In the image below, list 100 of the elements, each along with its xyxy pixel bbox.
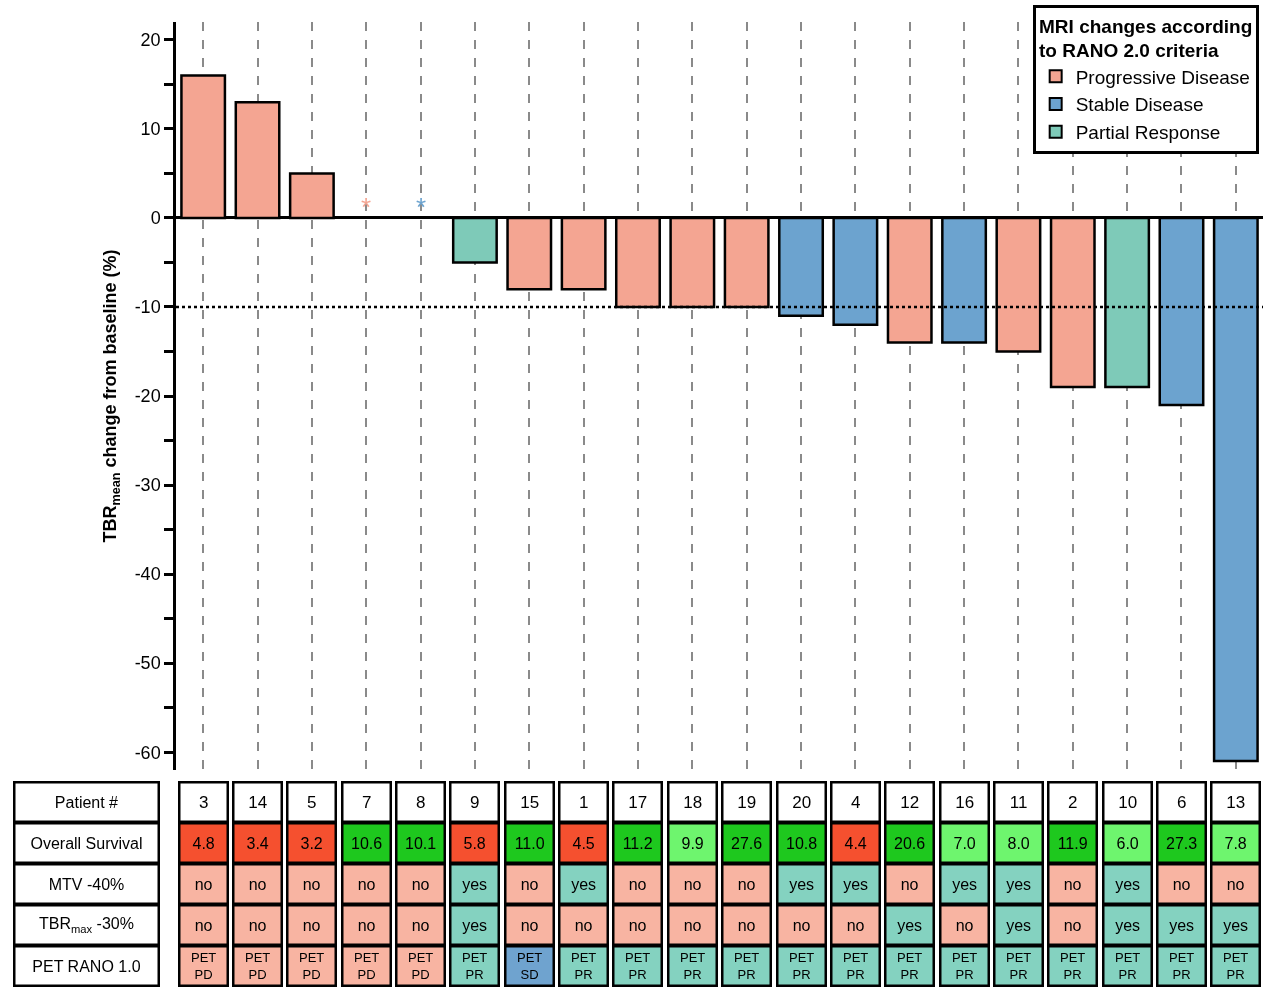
x-tick-label: 15 (520, 792, 540, 812)
text: PET PR (1169, 950, 1195, 982)
y-tick-label: PET RANO 1.0 (32, 957, 141, 975)
x-tick-label: 6 (1176, 792, 1187, 812)
text: no (683, 916, 702, 934)
y-tick-label: -40 (134, 564, 161, 585)
text: yes (1006, 916, 1032, 934)
data-label: 27.6 (731, 834, 763, 852)
x-tick-label: 18 (683, 792, 703, 812)
text: PET PR (843, 950, 869, 982)
x-tick-label: 11 (1009, 792, 1028, 812)
x-axis-title: Patient # (54, 793, 119, 811)
y-tick-label: MTV -40% (48, 875, 125, 893)
x-tick-label: 12 (900, 792, 920, 812)
data-label: 10.6 (351, 834, 383, 852)
x-tick-label: 19 (737, 792, 757, 812)
text: no (302, 875, 321, 893)
x-tick-label: 10 (1118, 792, 1138, 812)
text: no (628, 875, 647, 893)
text: yes (897, 916, 923, 934)
text: yes (1115, 916, 1141, 934)
x-tick-label: 14 (248, 792, 268, 812)
text: no (194, 875, 213, 893)
y-tick-label: -50 (134, 653, 161, 674)
text: no (411, 916, 430, 934)
data-label: 7.0 (953, 834, 976, 852)
y-tick-label: 0 (150, 208, 161, 229)
text: no (574, 916, 593, 934)
data-label: 11.0 (514, 834, 545, 852)
data-label: 9.9 (681, 834, 704, 852)
data-label: 4.4 (844, 834, 867, 852)
text: no (846, 916, 865, 934)
y-tick-label: TBR$_{max}$ -30% (39, 915, 134, 935)
text: yes (1223, 916, 1249, 934)
text: yes (1169, 916, 1195, 934)
text: no (737, 916, 756, 934)
data-label: 3.4 (246, 834, 269, 852)
data-label: 4.8 (192, 834, 215, 852)
x-tick-label: 17 (628, 792, 648, 812)
text: PET SD (517, 950, 543, 982)
legend-label: Partial Response (1075, 122, 1221, 144)
data-label: 7.8 (1224, 834, 1247, 852)
text: no (520, 916, 539, 934)
y-tick-label: 20 (140, 30, 161, 51)
text: no (628, 916, 647, 934)
data-label: 20.6 (894, 834, 926, 852)
text: PET PR (1060, 950, 1086, 982)
text: yes (462, 875, 488, 893)
text: no (520, 875, 539, 893)
y-tick-label: -20 (134, 386, 161, 407)
x-tick-label: 3 (198, 792, 209, 812)
x-tick-label: 8 (415, 792, 426, 812)
text: PET PD (408, 950, 434, 982)
text: PET PD (354, 950, 380, 982)
text: PET PR (625, 950, 651, 982)
y-tick-label: 10 (140, 119, 161, 140)
text: yes (462, 916, 488, 934)
annotation: * (361, 192, 372, 222)
text: yes (1115, 875, 1141, 893)
text: PET PR (1223, 950, 1249, 982)
text: no (357, 875, 376, 893)
x-tick-label: 9 (469, 792, 480, 812)
x-tick-label: 2 (1067, 792, 1078, 812)
x-tick-label: 7 (361, 792, 372, 812)
text: PET PR (789, 950, 815, 982)
text: PET PR (952, 950, 978, 982)
text: no (1226, 875, 1245, 893)
data-label: 3.2 (300, 834, 323, 852)
text: yes (789, 875, 815, 893)
text: no (1063, 916, 1082, 934)
text: PET PR (897, 950, 923, 982)
text: no (357, 916, 376, 934)
x-tick-label: 5 (306, 792, 317, 812)
x-tick-label: 20 (792, 792, 812, 812)
text: no (737, 875, 756, 893)
x-tick-label: 16 (955, 792, 975, 812)
text: no (900, 875, 919, 893)
y-tick-label: Overall Survival (30, 834, 143, 852)
text: yes (571, 875, 597, 893)
data-label: 10.1 (405, 834, 437, 852)
data-label: 8.0 (1007, 834, 1030, 852)
text: yes (1006, 875, 1032, 893)
text: PET PR (734, 950, 760, 982)
data-label: 5.8 (463, 834, 486, 852)
text: no (248, 875, 267, 893)
text: no (1063, 875, 1082, 893)
x-tick-label: 13 (1226, 792, 1246, 812)
x-tick-label: 4 (850, 792, 861, 812)
text: PET PD (245, 950, 271, 982)
text: PET PR (462, 950, 488, 982)
text: PET PR (1115, 950, 1141, 982)
legend-title: MRI changes according to RANO 2.0 criteria (1039, 15, 1253, 62)
text: yes (843, 875, 869, 893)
legend-label: Progressive Disease (1075, 66, 1250, 88)
y-tick-label: -10 (134, 297, 161, 318)
text: no (792, 916, 811, 934)
text: no (411, 875, 430, 893)
text: no (683, 875, 702, 893)
x-tick-label: 1 (578, 792, 589, 812)
data-label: 11.9 (1057, 834, 1088, 852)
